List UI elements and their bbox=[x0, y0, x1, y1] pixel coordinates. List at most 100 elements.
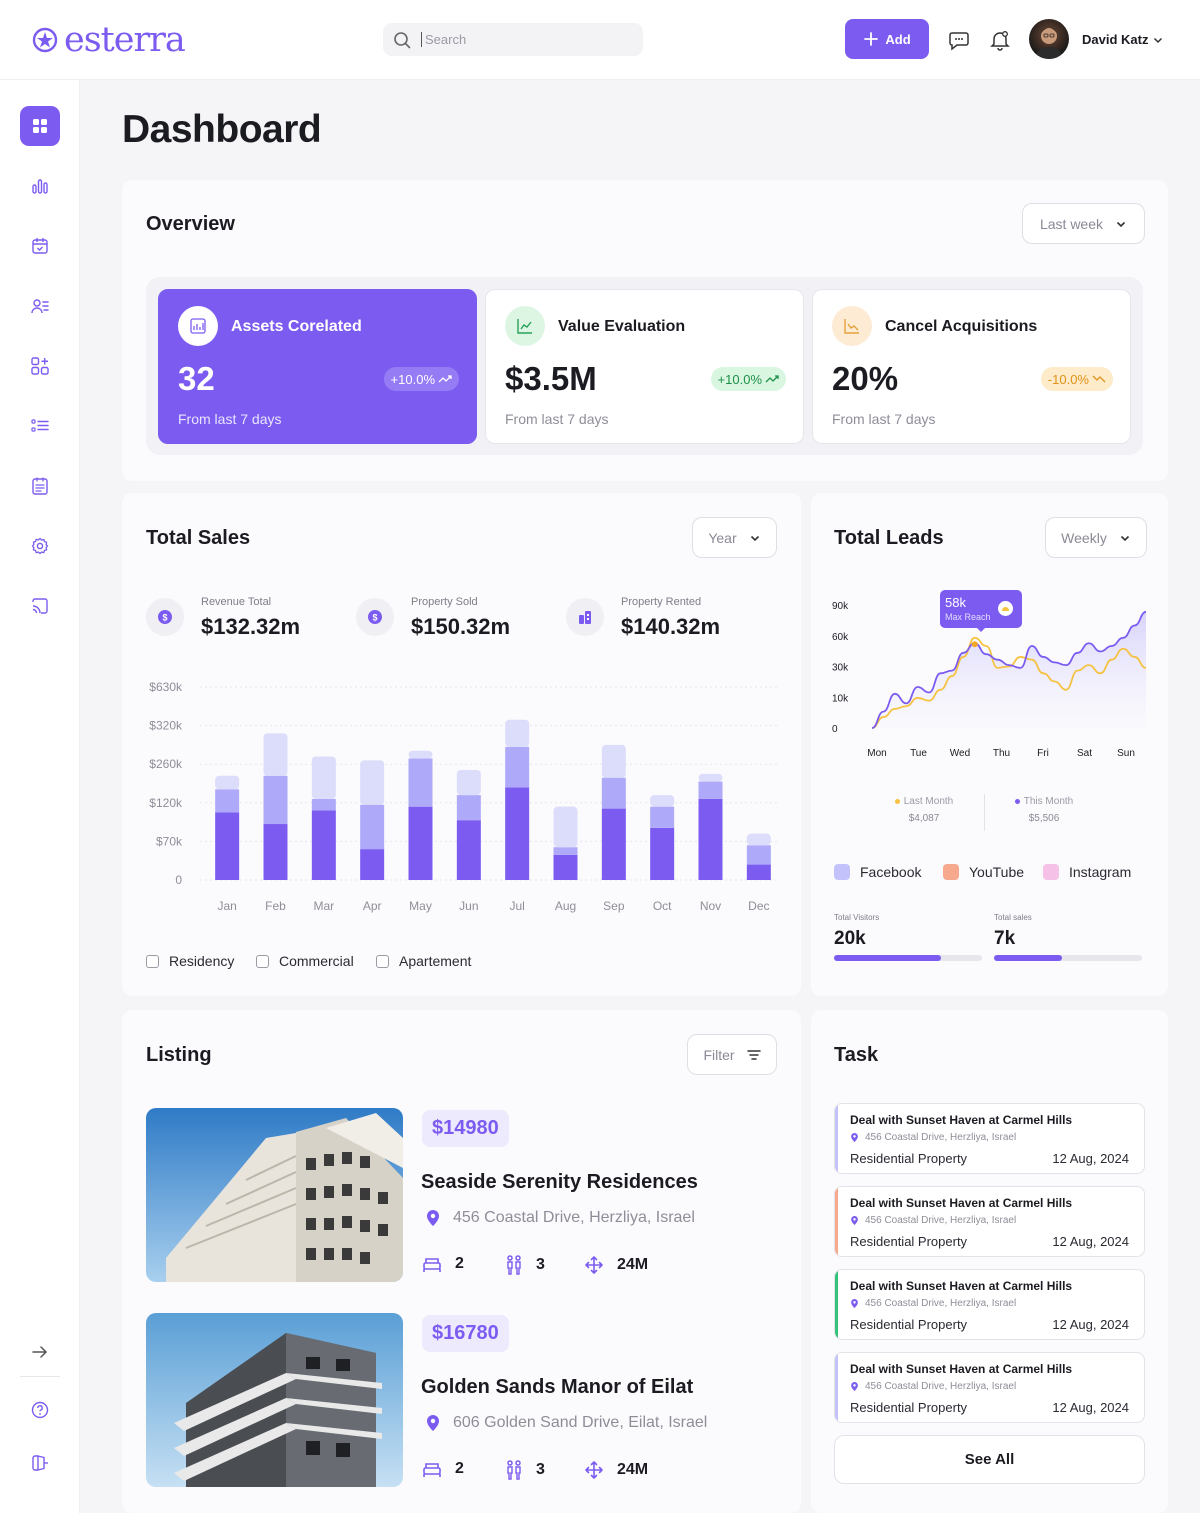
bar-segment bbox=[746, 845, 771, 865]
trend-up-icon bbox=[765, 375, 779, 383]
sidebar-item-reports[interactable] bbox=[20, 466, 60, 506]
widgets-add-icon bbox=[31, 357, 49, 375]
listing-image[interactable] bbox=[146, 1108, 403, 1282]
sidebar-item-dashboard[interactable] bbox=[20, 106, 60, 146]
search-bar[interactable] bbox=[383, 23, 643, 56]
source-youtube[interactable]: YouTube bbox=[943, 864, 1024, 880]
listing-price: $16780 bbox=[422, 1315, 509, 1352]
listing-filter-button[interactable]: Filter bbox=[687, 1034, 777, 1075]
task-item[interactable]: Deal with Sunset Haven at Carmel Hills 4… bbox=[834, 1269, 1145, 1340]
last-month-dot bbox=[894, 799, 900, 804]
x-tick-label: Feb bbox=[265, 899, 286, 913]
clipboard-icon bbox=[32, 477, 48, 495]
beds-count: 2 bbox=[455, 1255, 464, 1272]
legend-checkbox[interactable] bbox=[146, 954, 159, 968]
overview-period-value: Last week bbox=[1039, 215, 1104, 232]
stat-value: $132.32m bbox=[201, 614, 301, 639]
sidebar-item-cast[interactable] bbox=[20, 586, 60, 626]
sidebar-item-logout[interactable] bbox=[20, 1443, 60, 1483]
source-label: YouTube bbox=[969, 864, 1025, 880]
bell-icon[interactable] bbox=[989, 29, 1011, 51]
listing-name[interactable]: Golden Sands Manor of Eilat bbox=[421, 1376, 694, 1398]
legend-swatch bbox=[834, 864, 850, 880]
task-address-text: 456 Coastal Drive, Herzliya, Israel bbox=[865, 1132, 1017, 1143]
svg-text:$: $ bbox=[372, 613, 377, 623]
trend-down-icon bbox=[832, 306, 872, 346]
task-item[interactable]: Deal with Sunset Haven at Carmel Hills 4… bbox=[834, 1186, 1145, 1257]
listing-title: Listing bbox=[146, 1044, 212, 1066]
avatar[interactable] bbox=[1029, 19, 1069, 59]
total-sales-track bbox=[994, 955, 1142, 961]
source-label: Facebook bbox=[860, 864, 922, 880]
total-sales-title: Total Sales bbox=[146, 527, 251, 549]
leads-period-dropdown[interactable]: Weekly bbox=[1045, 517, 1147, 558]
logo[interactable]: esterra bbox=[32, 20, 186, 60]
messages-icon[interactable] bbox=[948, 29, 970, 51]
tooltip-label: Max Reach bbox=[945, 612, 991, 622]
listing-baths: 3 bbox=[505, 1255, 545, 1275]
area-value: 24M bbox=[617, 1256, 649, 1273]
listing-area: 24M bbox=[584, 1255, 648, 1275]
peak-marker bbox=[971, 641, 978, 648]
kpi-card-assets[interactable]: Assets Corelated 32 +10.0% From last 7 d… bbox=[158, 289, 477, 444]
kpi-title: Cancel Acquisitions bbox=[885, 318, 1038, 335]
total-visitors-value: 20k bbox=[834, 928, 866, 949]
x-tick-label: Tue bbox=[910, 748, 927, 759]
grid-icon bbox=[33, 119, 47, 133]
source-facebook[interactable]: Facebook bbox=[834, 864, 921, 880]
legend-checkbox[interactable] bbox=[376, 954, 389, 968]
sidebar-item-help[interactable] bbox=[20, 1390, 60, 1430]
sidebar-expand-button[interactable] bbox=[20, 1332, 60, 1372]
listing-image[interactable] bbox=[146, 1313, 403, 1487]
overview-period-dropdown[interactable]: Last week bbox=[1022, 203, 1145, 244]
tooltip-icon bbox=[998, 601, 1013, 616]
area-fill bbox=[872, 611, 1146, 728]
source-instagram[interactable]: Instagram bbox=[1043, 864, 1131, 880]
legend-checkbox[interactable] bbox=[256, 954, 269, 968]
sidebar-item-list[interactable] bbox=[20, 406, 60, 446]
legend-commercial[interactable]: Commercial bbox=[256, 953, 354, 969]
sidebar-item-add-widget[interactable] bbox=[20, 346, 60, 386]
sidebar-item-analytics[interactable] bbox=[20, 166, 60, 206]
total-sales-value: 7k bbox=[994, 928, 1016, 949]
people-icon bbox=[507, 1255, 521, 1275]
total-sales-bar-chart: $630k $320k $260k $120k $70k 0 Jan Feb Mar Apr May… bbox=[149, 680, 780, 913]
legend-apartement[interactable]: Apartement bbox=[376, 953, 471, 969]
bar-segment bbox=[698, 798, 723, 880]
chevron-down-icon[interactable] bbox=[1152, 34, 1164, 46]
user-name[interactable]: David Katz bbox=[1082, 32, 1149, 47]
filter-icon bbox=[746, 1049, 761, 1060]
total-leads-title: Total Leads bbox=[834, 527, 944, 549]
page-title: Dashboard bbox=[122, 108, 322, 151]
beds-count: 2 bbox=[455, 1460, 464, 1477]
task-stripe bbox=[835, 1104, 838, 1173]
kpi-value: 32 bbox=[178, 360, 215, 397]
listing-name[interactable]: Seaside Serenity Residences bbox=[421, 1171, 698, 1193]
bar-segment bbox=[311, 798, 336, 811]
summary-label: This Month bbox=[1023, 796, 1074, 807]
y-tick-label: $70k bbox=[156, 834, 183, 848]
sales-period-dropdown[interactable]: Year bbox=[692, 517, 777, 558]
sidebar-item-calendar[interactable] bbox=[20, 226, 60, 266]
bar-chart-icon bbox=[32, 179, 48, 194]
task-item[interactable]: Deal with Sunset Haven at Carmel Hills 4… bbox=[834, 1103, 1145, 1174]
address-text: 456 Coastal Drive, Herzliya, Israel bbox=[453, 1209, 695, 1226]
see-all-button[interactable]: See All bbox=[834, 1435, 1145, 1484]
sidebar-item-settings[interactable] bbox=[20, 526, 60, 566]
bar-segment bbox=[408, 806, 433, 880]
legend-residency[interactable]: Residency bbox=[146, 953, 234, 969]
kpi-card-cancel[interactable]: Cancel Acquisitions 20% -10.0% From last… bbox=[812, 289, 1131, 444]
x-tick-label: Oct bbox=[653, 899, 672, 913]
task-item[interactable]: Deal with Sunset Haven at Carmel Hills 4… bbox=[834, 1352, 1145, 1423]
x-tick-label: Nov bbox=[700, 899, 721, 913]
listing-address: 606 Golden Sand Drive, Eilat, Israel bbox=[425, 1414, 707, 1432]
add-button[interactable]: Add bbox=[845, 19, 929, 59]
sidebar-item-users[interactable] bbox=[20, 286, 60, 326]
bar-segment bbox=[746, 833, 771, 846]
people-icon bbox=[507, 1460, 521, 1480]
total-sales-progress bbox=[994, 955, 1063, 961]
x-tick-label: Fri bbox=[1037, 748, 1049, 759]
search-input[interactable] bbox=[421, 32, 621, 47]
task-address: 456 Coastal Drive, Herzliya, Israel bbox=[850, 1215, 1016, 1226]
kpi-card-value[interactable]: Value Evaluation $3.5M +10.0% From last … bbox=[485, 289, 804, 444]
